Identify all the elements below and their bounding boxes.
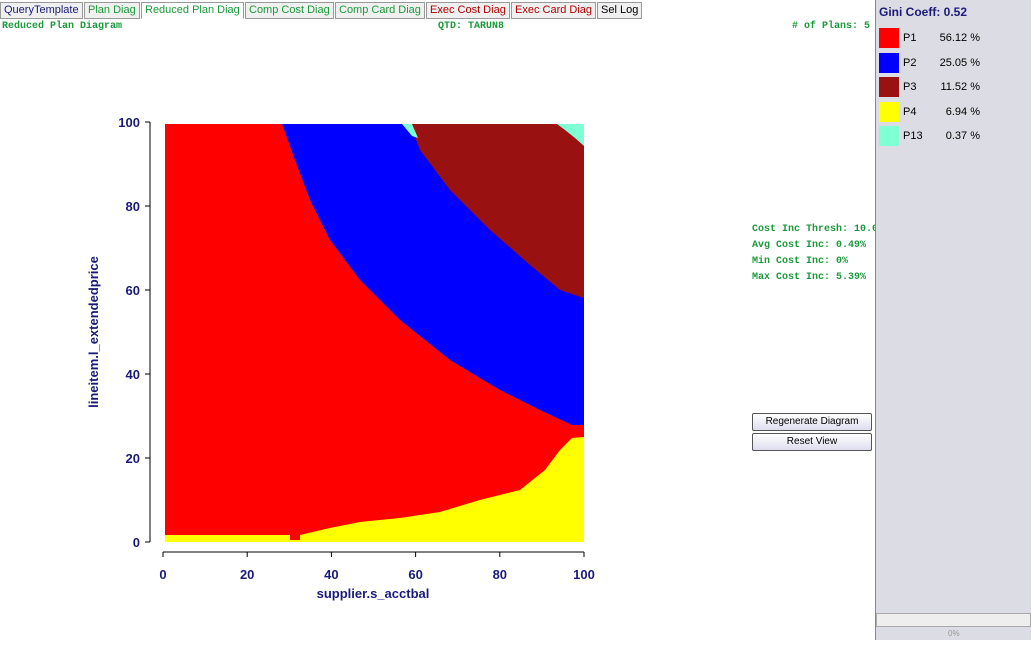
stat-line: Min Cost Inc: 0% [752,256,849,267]
x-tick-label: 100 [573,567,595,582]
legend-share: 0.37 % [945,130,980,142]
plan-count: # of Plans: 5 [792,21,871,32]
legend-share: 6.94 % [945,105,980,118]
progress-label: 0% [948,629,960,638]
region-p13 [557,124,584,146]
x-tick-label: 0 [159,567,166,582]
tab[interactable]: Sel Log [597,2,643,19]
legend-share: 25.05 % [939,56,980,69]
y-tick-label: 100 [118,115,140,130]
x-tick-label: 20 [240,567,254,582]
x-axis-label: supplier.s_acctbal [317,586,430,601]
legend-swatch [879,101,899,122]
legend-swatch [879,28,899,48]
legend-share: 11.52 % [940,81,980,93]
legend-swatch [879,126,899,146]
button[interactable]: Reset View [752,433,872,451]
tab[interactable]: Reduced Plan Diag [141,2,244,19]
y-axis-label: lineitem.l_extendedprice [86,256,101,408]
query-name: QTD: TARUN8 [438,21,505,32]
plan-diagram: supplier.s_acctbal lineitem.l_extendedpr… [86,115,595,601]
legend-share: 56.12 % [939,32,980,44]
tab[interactable]: Exec Cost Diag [426,2,510,19]
region-p13 [402,124,418,138]
legend-name: P3 [903,81,917,93]
y-tick-label: 40 [126,367,140,382]
tab[interactable]: QueryTemplate [0,2,83,19]
x-tick-label: 60 [408,567,422,582]
legend-panel: Gini Coeff: 0.52 P1 56.12 % P2 25.05 % P3 11.… [875,0,1031,640]
legend-name: P2 [903,56,917,69]
stat-line: Max Cost Inc: 5.39% [752,272,867,283]
legend-name: P13 [903,130,923,142]
legend-swatch [879,52,899,73]
gini-coeff: Gini Coeff: 0.52 [879,5,968,19]
tab[interactable]: Exec Card Diag [511,2,597,19]
button[interactable]: Regenerate Diagram [752,413,872,431]
x-tick-label: 40 [324,567,338,582]
stat-line: Cost Inc Thresh: 10.0 [752,224,879,235]
legend-name: P4 [903,105,917,118]
y-tick-label: 80 [126,199,140,214]
y-tick-label: 60 [126,283,140,298]
y-tick-label: 20 [126,451,140,466]
scrollbar[interactable] [876,613,1031,627]
x-tick-label: 80 [493,567,507,582]
legend-name: P1 [903,32,917,44]
y-tick-label: 0 [133,535,140,550]
legend-swatch [879,77,899,97]
region-p3 [410,124,584,298]
tab[interactable]: Comp Card Diag [335,2,425,19]
diagram-name: Reduced Plan Diagram [2,21,123,32]
tab[interactable]: Plan Diag [84,2,140,19]
region-p4 [165,437,584,542]
stat-line: Avg Cost Inc: 0.49% [752,240,867,251]
tab[interactable]: Comp Cost Diag [245,2,334,19]
